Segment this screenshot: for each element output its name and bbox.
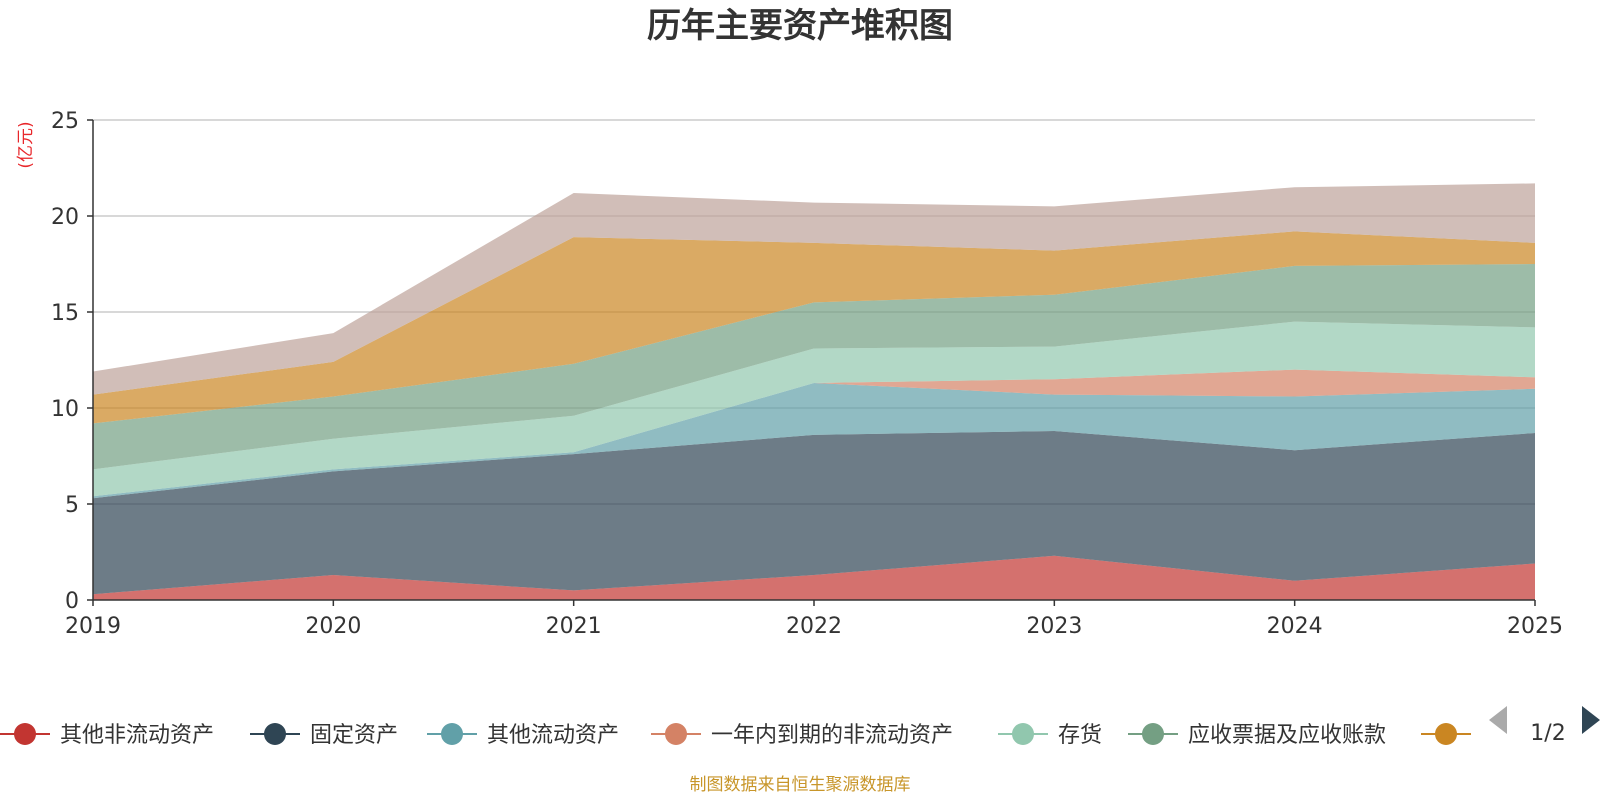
- legend-item-1[interactable]: 固定资产: [250, 723, 398, 748]
- legend-label-5: 应收票据及应收账款: [1188, 723, 1386, 748]
- x-tick-label-5: 2024: [1267, 614, 1323, 639]
- legend-marker-2: [441, 723, 463, 745]
- area-series-2: [93, 383, 1535, 499]
- legend-label-4: 存货: [1058, 723, 1102, 748]
- legend-item-5[interactable]: 应收票据及应收账款: [1128, 723, 1386, 748]
- area-series-0: [93, 555, 1535, 600]
- legend-next-page-icon[interactable]: [1582, 706, 1600, 734]
- legend-item-0[interactable]: 其他非流动资产: [0, 723, 214, 748]
- legend-label-3: 一年内到期的非流动资产: [711, 723, 953, 748]
- y-tick-label-5: 25: [51, 109, 79, 134]
- legend-marker-5: [1142, 723, 1164, 745]
- legend-label-0: 其他非流动资产: [60, 723, 214, 748]
- legend-page-indicator: 1/2: [1530, 721, 1565, 746]
- x-tick-label-3: 2022: [786, 614, 842, 639]
- legend-marker-4: [1012, 723, 1034, 745]
- legend-marker-3: [665, 723, 687, 745]
- legend-item-6[interactable]: [1421, 723, 1471, 745]
- x-tick-label-1: 2020: [305, 614, 361, 639]
- legend-marker-6: [1435, 723, 1457, 745]
- y-axis-unit: (亿元): [16, 121, 36, 168]
- legend-pager: 1/2: [1489, 706, 1600, 746]
- legend-prev-page-icon[interactable]: [1489, 706, 1507, 734]
- x-tick-label-2: 2021: [546, 614, 602, 639]
- area-series-4: [93, 321, 1535, 497]
- area-series-1: [93, 431, 1535, 595]
- legend-label-2: 其他流动资产: [487, 723, 619, 748]
- legend-label-1: 固定资产: [310, 723, 398, 748]
- legend-item-4[interactable]: 存货: [998, 723, 1102, 748]
- chart-title: 历年主要资产堆积图: [647, 6, 953, 46]
- legend-marker-0: [14, 723, 36, 745]
- legend-marker-1: [264, 723, 286, 745]
- x-tick-label-6: 2025: [1507, 614, 1563, 639]
- stacked-areas: [93, 183, 1535, 600]
- area-series-7: [93, 183, 1535, 395]
- y-axis-ticks: 0 5 10 15 20 25: [51, 109, 93, 614]
- x-tick-label-0: 2019: [65, 614, 121, 639]
- area-series-6: [93, 231, 1535, 424]
- y-tick-label-2: 10: [51, 397, 79, 422]
- area-series-5: [93, 264, 1535, 470]
- x-axis-ticks: 2019 2020 2021 2022 2023 2024 2025: [65, 600, 1563, 639]
- y-tick-label-1: 5: [65, 493, 79, 518]
- y-tick-label-0: 0: [65, 589, 79, 614]
- legend: 其他非流动资产 固定资产 其他流动资产 一年内到期的非流动资产 存货 应收票据及应收账款: [0, 723, 1471, 748]
- y-tick-label-3: 15: [51, 301, 79, 326]
- legend-item-2[interactable]: 其他流动资产: [427, 723, 619, 748]
- area-series-3: [93, 369, 1535, 497]
- x-tick-label-4: 2023: [1026, 614, 1082, 639]
- y-tick-label-4: 20: [51, 205, 79, 230]
- legend-item-3[interactable]: 一年内到期的非流动资产: [651, 723, 953, 748]
- data-source-note: 制图数据来自恒生聚源数据库: [690, 775, 911, 795]
